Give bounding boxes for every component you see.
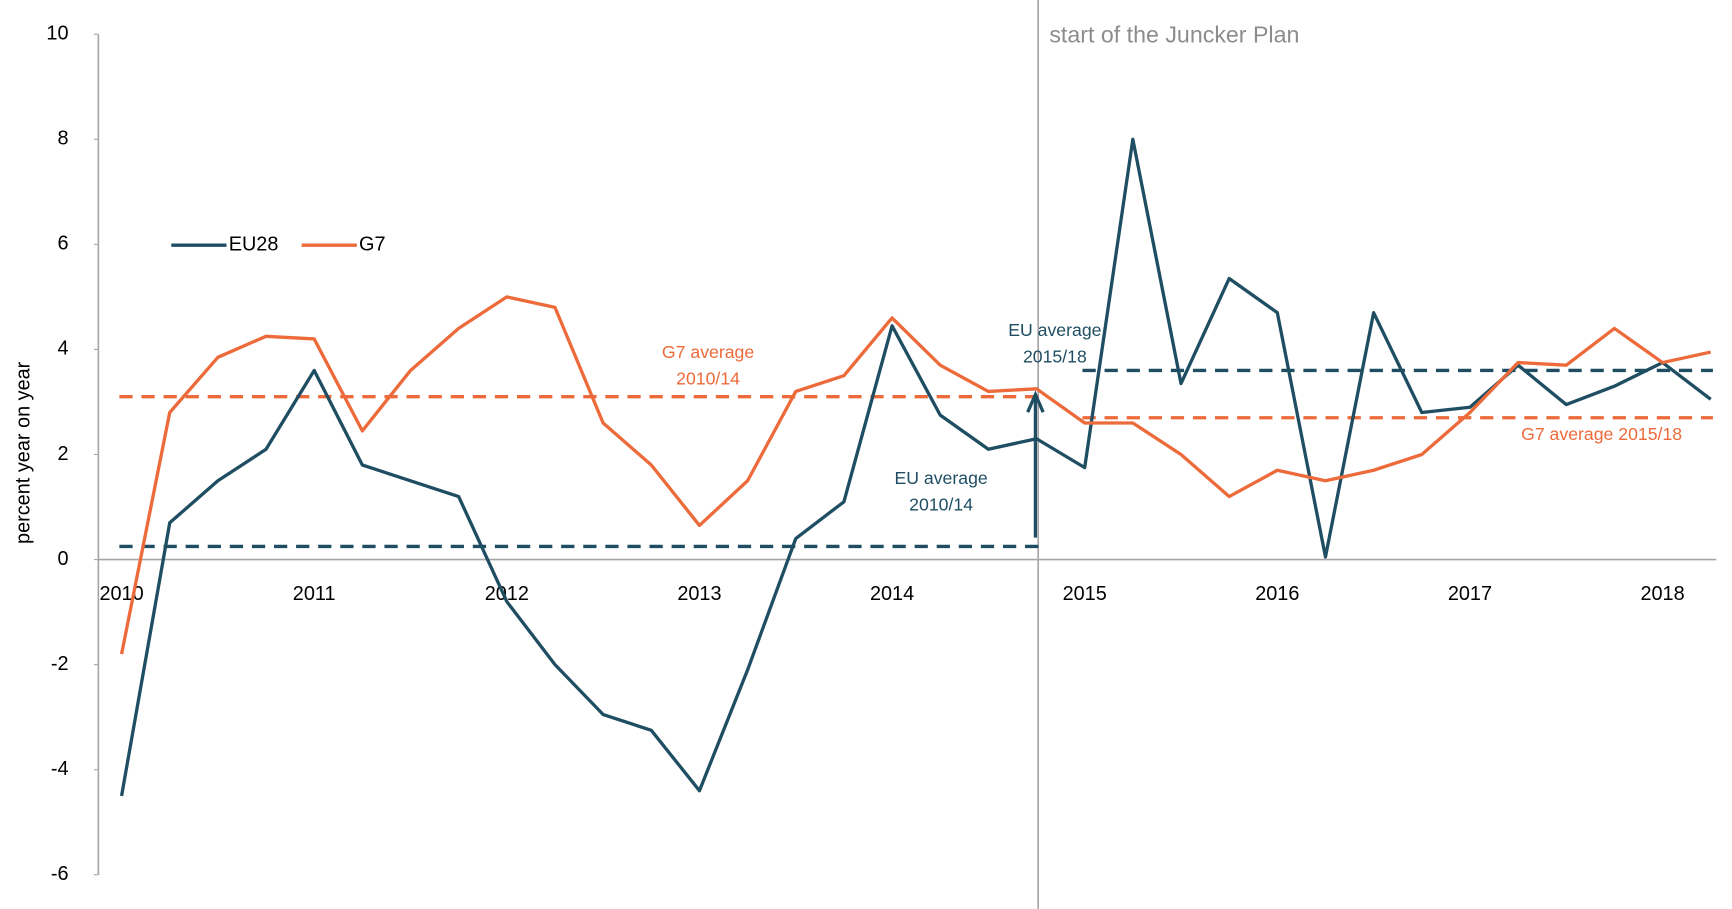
x-tick-label: 2015 [1063, 583, 1107, 605]
x-tick-label: 2016 [1255, 583, 1299, 605]
average-label: G7 average 2015/18 [1521, 424, 1682, 444]
y-tick-label: -6 [51, 863, 69, 885]
y-tick-label: -4 [51, 758, 69, 780]
average-label: 2010/14 [909, 495, 973, 515]
y-tick-label: 4 [57, 338, 68, 360]
average-label: EU average [894, 468, 987, 488]
y-tick-label: 10 [46, 22, 68, 44]
y-tick-label: 8 [57, 128, 68, 150]
annotation: start of the Juncker Plan [1049, 22, 1299, 48]
average-label: 2015/18 [1023, 347, 1087, 367]
x-tick-label: 2012 [485, 583, 529, 605]
arrow-head [1026, 390, 1045, 413]
x-tick-label: 2013 [677, 583, 721, 605]
x-tick-label: 2010 [99, 583, 143, 605]
series-line [119, 295, 1712, 655]
y-tick-label: 2 [57, 443, 68, 465]
legend-label: G7 [359, 233, 386, 255]
x-tick-label: 2011 [293, 583, 336, 605]
average-label: 2010/14 [676, 369, 740, 389]
y-tick-label: -2 [51, 653, 69, 675]
series-line [119, 137, 1712, 797]
y-tick-label: 6 [57, 233, 68, 255]
x-tick-label: 2018 [1640, 583, 1684, 605]
y-axis-label: percent year on year [13, 361, 35, 544]
x-tick-label: 2017 [1448, 583, 1492, 605]
average-label: EU average [1008, 320, 1101, 340]
x-tick-label: 2014 [870, 583, 914, 605]
legend-label: EU28 [229, 233, 279, 255]
y-tick-label: 0 [57, 548, 68, 570]
average-label: G7 average [662, 342, 754, 362]
